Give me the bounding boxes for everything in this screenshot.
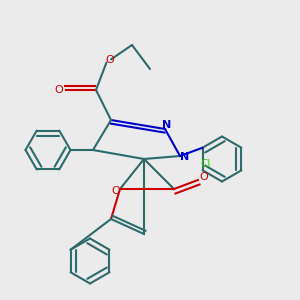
Text: O: O (111, 185, 120, 196)
Text: Cl: Cl (200, 159, 211, 169)
Text: O: O (105, 55, 114, 65)
Text: N: N (162, 119, 171, 130)
Text: O: O (200, 172, 208, 182)
Text: O: O (54, 85, 63, 95)
Text: N: N (180, 152, 189, 163)
